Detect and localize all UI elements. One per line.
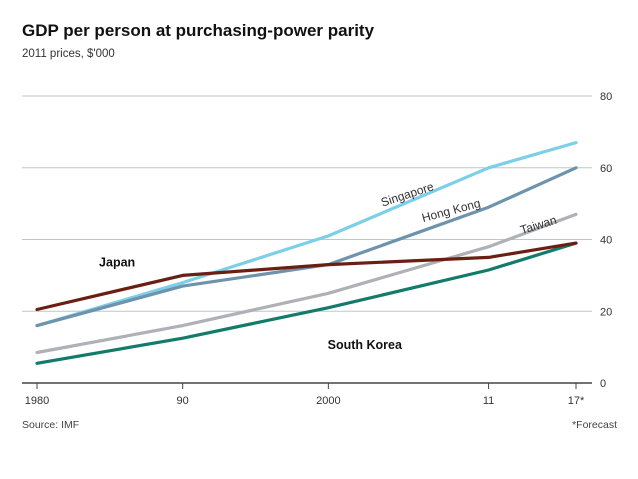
y-axis-ticks: 0 20 40 60 80	[600, 91, 612, 390]
x-tick-label: 90	[177, 395, 189, 407]
source-note: Source: IMF	[22, 419, 79, 431]
y-tick-label: 0	[600, 378, 606, 390]
series-line-singapore	[35, 141, 578, 328]
series-label-taiwan: Taiwan	[519, 213, 559, 237]
x-axis-ticks: 1980 90 2000 11 17*	[25, 383, 585, 407]
series-line-japan	[35, 241, 578, 312]
series-line-south-korea	[35, 241, 578, 365]
x-tick-label: 11	[483, 395, 494, 407]
series-label-south-korea: South Korea	[328, 338, 403, 352]
chart-title: GDP per person at purchasing-power parit…	[22, 21, 375, 40]
series-line-taiwan	[35, 212, 578, 355]
y-tick-label: 20	[600, 306, 612, 318]
series-lines	[35, 141, 578, 365]
series-label-japan: Japan	[99, 255, 135, 269]
y-tick-label: 80	[600, 91, 612, 103]
chart-subtitle: 2011 prices, $'000	[22, 48, 115, 60]
series-label-singapore: Singapore	[379, 179, 436, 209]
y-tick-label: 60	[600, 163, 612, 175]
x-tick-label: 17*	[568, 395, 585, 407]
gridlines	[22, 95, 592, 384]
forecast-footnote: *Forecast	[572, 419, 617, 431]
x-tick-label: 1980	[25, 395, 49, 407]
x-tick-label: 2000	[316, 395, 340, 407]
y-tick-label: 40	[600, 235, 612, 247]
